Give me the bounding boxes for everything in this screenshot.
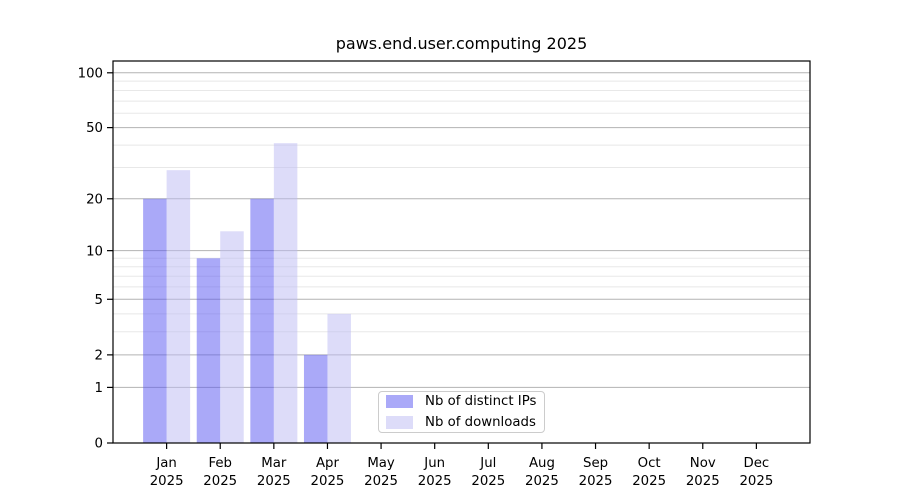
y-tick-label: 100 [78, 66, 103, 81]
x-tick-label-month: Sep [583, 456, 608, 471]
x-tick-label-year: 2025 [579, 474, 613, 489]
y-tick-label: 10 [86, 244, 103, 259]
x-tick-label-month: Feb [208, 456, 232, 471]
x-tick-label-year: 2025 [418, 474, 452, 489]
bar-downloads-apr [327, 313, 351, 443]
chart-legend: Nb of distinct IPs Nb of downloads [378, 391, 545, 433]
x-tick-label-year: 2025 [632, 474, 666, 489]
x-tick-label-year: 2025 [257, 474, 291, 489]
bar-distinct-ips-mar [250, 198, 274, 443]
x-tick-label-month: Apr [316, 456, 340, 471]
x-tick-label-year: 2025 [525, 474, 559, 489]
plot-frame [112, 60, 811, 444]
legend-item: Nb of downloads [386, 415, 544, 430]
legend-swatch-distinct-ips [386, 395, 413, 408]
x-tick-label-month: Mar [261, 456, 287, 471]
x-tick-label-month: May [367, 456, 395, 471]
x-tick-label-year: 2025 [311, 474, 345, 489]
x-tick-label-month: Oct [638, 456, 661, 471]
y-tick-label: 20 [86, 192, 103, 207]
x-tick-label-month: Dec [744, 456, 770, 471]
bar-downloads-jan [166, 170, 191, 443]
x-tick-label-year: 2025 [150, 474, 184, 489]
bar-distinct-ips-apr [303, 354, 328, 443]
legend-label-downloads: Nb of downloads [425, 415, 536, 430]
x-tick-label-month: Jul [479, 456, 496, 471]
legend-item: Nb of distinct IPs [386, 394, 544, 409]
bar-distinct-ips-jan [143, 198, 167, 443]
y-tick-label: 5 [95, 293, 103, 308]
x-tick-label-year: 2025 [203, 474, 237, 489]
bar-downloads-feb [220, 231, 244, 443]
x-tick-label-month: Jun [423, 456, 445, 471]
legend-label-distinct-ips: Nb of distinct IPs [425, 394, 537, 409]
y-tick-label: 1 [95, 381, 103, 396]
x-tick-label-year: 2025 [364, 474, 398, 489]
x-tick-label-year: 2025 [471, 474, 505, 489]
x-tick-label-month: Nov [690, 456, 716, 471]
x-tick-label-month: Aug [529, 456, 555, 471]
chart-title: paws.end.user.computing 2025 [335, 34, 588, 53]
y-tick-label: 0 [95, 437, 103, 452]
bar-downloads-mar [273, 143, 298, 443]
bar-distinct-ips-feb [196, 258, 221, 443]
x-tick-label-year: 2025 [686, 474, 720, 489]
x-tick-label-year: 2025 [739, 474, 773, 489]
x-tick-label-month: Jan [155, 456, 177, 471]
y-tick-label: 2 [95, 348, 103, 363]
y-tick-label: 50 [86, 121, 103, 136]
legend-swatch-downloads [386, 416, 413, 429]
